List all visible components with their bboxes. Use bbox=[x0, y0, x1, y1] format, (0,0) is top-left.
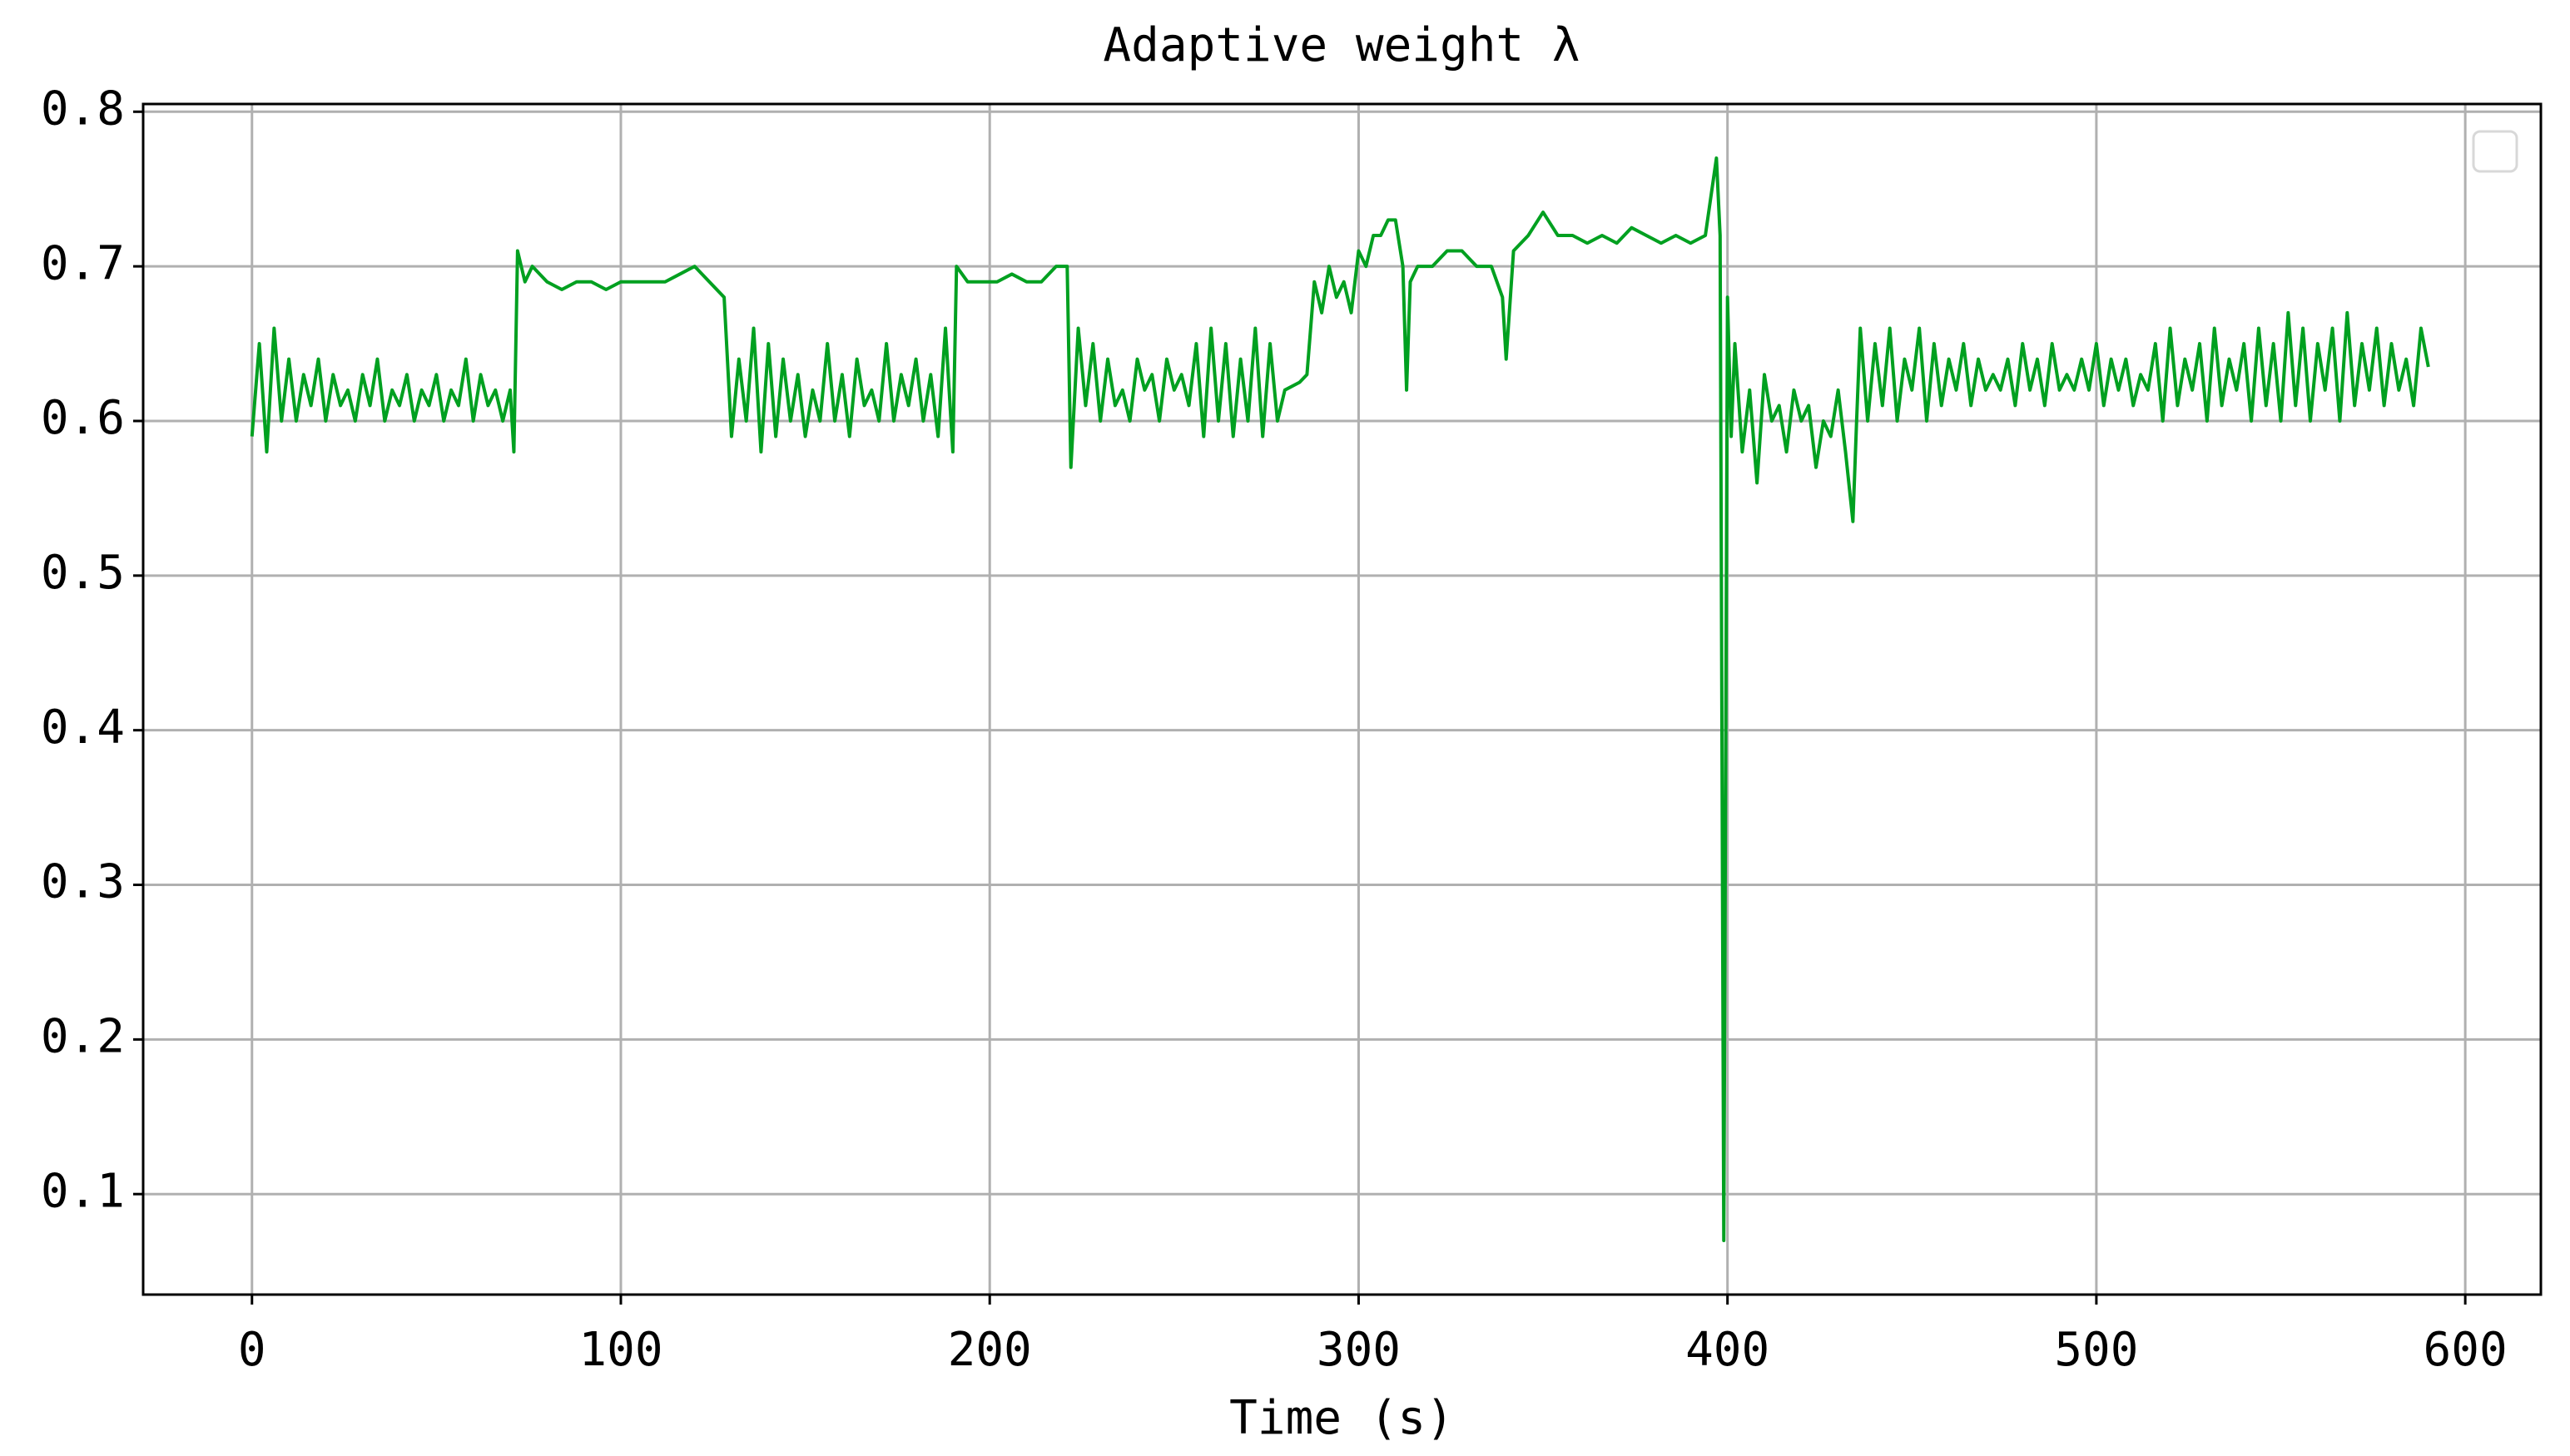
y-tick-label: 0.8 bbox=[41, 82, 125, 136]
x-tick-label: 100 bbox=[578, 1323, 662, 1377]
y-tick-label: 0.1 bbox=[41, 1164, 125, 1218]
y-tick-label: 0.7 bbox=[41, 236, 125, 290]
y-tick-label: 0.4 bbox=[41, 701, 125, 755]
y-tick-label: 0.3 bbox=[41, 855, 125, 909]
x-tick-label: 0 bbox=[238, 1323, 266, 1377]
legend-box bbox=[2472, 130, 2518, 173]
y-tick-label: 0.2 bbox=[41, 1009, 125, 1063]
x-tick-label: 500 bbox=[2054, 1323, 2138, 1377]
data-line bbox=[250, 156, 2430, 1242]
x-tick-label: 300 bbox=[1317, 1323, 1401, 1377]
x-tick-label: 400 bbox=[1685, 1323, 1769, 1377]
y-tick-label: 0.5 bbox=[41, 546, 125, 600]
x-tick-label: 600 bbox=[2424, 1323, 2508, 1377]
plot-frame bbox=[141, 102, 2543, 1296]
x-tick-label: 200 bbox=[948, 1323, 1032, 1377]
y-tick-label: 0.6 bbox=[41, 391, 125, 445]
x-axis-label: Time (s) bbox=[1229, 1391, 1454, 1445]
chart-title: Adaptive weight λ bbox=[1103, 18, 1580, 72]
